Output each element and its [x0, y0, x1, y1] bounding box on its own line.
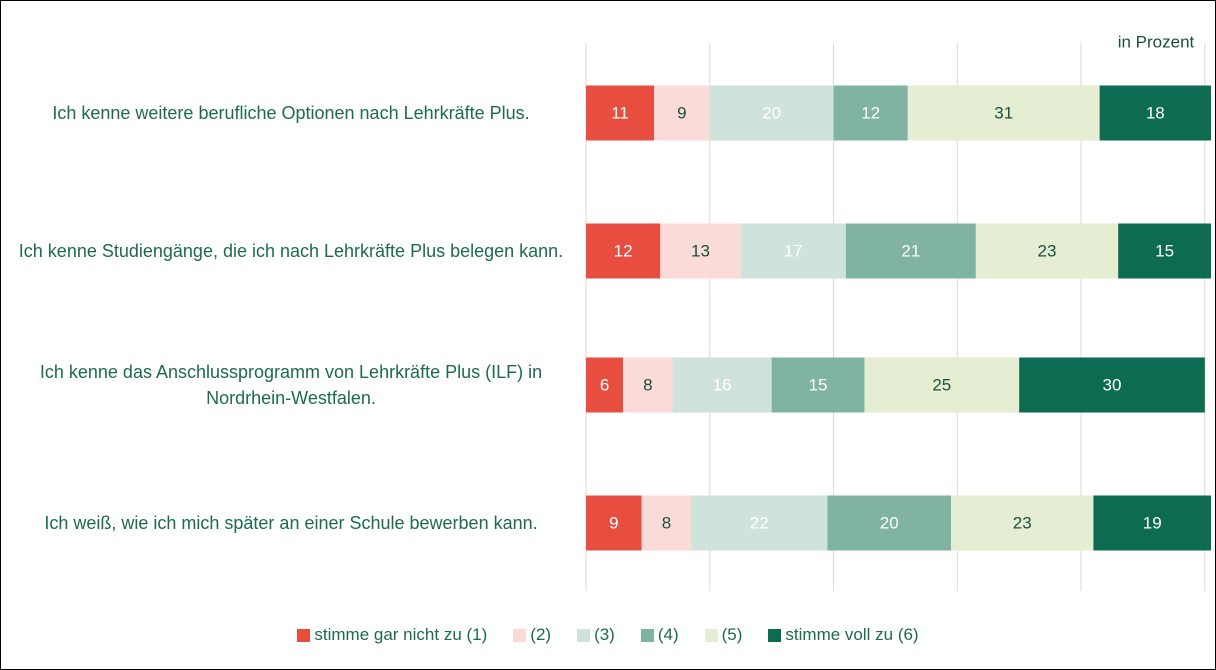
legend-label: stimme voll zu (6)	[785, 625, 919, 644]
value-label: 9	[609, 513, 618, 532]
legend-label: (3)	[594, 625, 615, 644]
category-label: Ich kenne das Anschlussprogramm von Lehr…	[39, 362, 543, 408]
bar-segment	[907, 85, 1100, 141]
bar-segment	[1099, 85, 1211, 141]
unit-label: in Prozent	[1118, 32, 1195, 51]
legend-swatch	[577, 628, 591, 642]
legend-label: stimme gar nicht zu (1)	[314, 625, 488, 644]
value-label: 16	[713, 375, 732, 394]
legend-swatch	[640, 628, 654, 642]
legend-item: (3)	[577, 625, 615, 645]
legend-item: (5)	[704, 625, 743, 645]
bar-segment	[833, 85, 908, 141]
bar-segment	[740, 223, 846, 279]
legend-label: (2)	[530, 625, 552, 644]
bar-segment	[654, 85, 710, 141]
value-label: 11	[611, 103, 629, 122]
bar-segment	[586, 357, 624, 413]
value-label: 18	[1146, 103, 1165, 122]
legend-swatch	[768, 628, 782, 642]
value-label: 31	[994, 103, 1013, 122]
legend-label: (4)	[657, 625, 679, 644]
bar-segment	[975, 223, 1119, 279]
value-label: 13	[691, 241, 710, 260]
bar-segment	[1019, 357, 1205, 413]
bar-segment	[771, 357, 865, 413]
category-label: Ich kenne weitere berufliche Optionen na…	[52, 103, 530, 123]
value-label: 15	[1155, 241, 1174, 260]
legend-swatch	[297, 628, 311, 642]
legend-item: stimme voll zu (6)	[768, 625, 919, 645]
bar-segment	[586, 223, 661, 279]
value-label: 6	[600, 375, 609, 394]
value-label: 23	[1013, 513, 1032, 532]
value-label: 19	[1143, 513, 1162, 532]
value-label: 30	[1103, 375, 1122, 394]
legend-item: (2)	[513, 625, 551, 645]
value-label: 20	[880, 513, 899, 532]
value-label: 22	[750, 513, 769, 532]
legend-swatch	[704, 628, 718, 642]
value-label: 23	[1038, 241, 1057, 260]
bar-segment	[691, 495, 828, 551]
value-label: 17	[784, 241, 803, 260]
legend-swatch	[513, 628, 527, 642]
category-label: Ich kenne Studiengänge, die ich nach Leh…	[18, 241, 564, 261]
value-label: 8	[662, 513, 671, 532]
bar-segment	[951, 495, 1094, 551]
bar-segment	[845, 223, 976, 279]
legend-item: (4)	[640, 625, 679, 645]
bar-segment	[660, 223, 741, 279]
bar-segment	[709, 85, 834, 141]
bar-segment	[1118, 223, 1211, 279]
bar-segment	[672, 357, 772, 413]
category-label: Ich weiß, wie ich mich später an einer S…	[44, 513, 538, 533]
value-label: 8	[643, 375, 652, 394]
value-label: 9	[677, 103, 686, 122]
legend-label: (5)	[721, 625, 743, 644]
bar-segment	[623, 357, 673, 413]
bar-segment	[586, 495, 642, 551]
bar-segment	[641, 495, 692, 551]
legend: stimme gar nicht zu (1) (2) (3) (4) (5) stimm…	[1, 625, 1215, 645]
value-label: 25	[932, 375, 951, 394]
value-label: 21	[901, 241, 920, 260]
value-label: 12	[614, 241, 633, 260]
bar-segment	[1093, 495, 1211, 551]
bar-segment	[864, 357, 1020, 413]
value-label: 15	[809, 375, 828, 394]
bar-segment	[586, 85, 655, 141]
legend-item: stimme gar nicht zu (1)	[297, 625, 487, 645]
value-label: 12	[861, 103, 880, 122]
bar-segment	[827, 495, 952, 551]
value-label: 20	[762, 103, 781, 122]
